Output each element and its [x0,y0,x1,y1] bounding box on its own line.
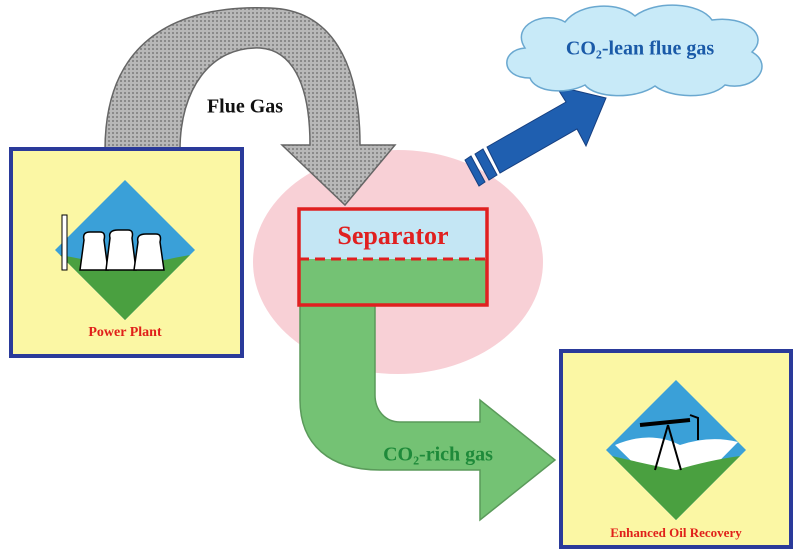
flue-gas-label: Flue Gas [207,96,283,118]
flue-gas-arrow [104,7,397,207]
separator-box [297,207,489,307]
power-plant-icon [55,180,195,320]
eor-icon [606,380,746,520]
separator-label: Separator [337,221,448,250]
rich-gas-label: CO₂-rich gas [383,444,493,466]
eor-label: Enhanced Oil Recovery [610,525,742,540]
lean-gas-cloud [506,4,763,97]
lean-gas-arrow [464,85,607,187]
rich-gas-arrow [299,303,557,522]
power-plant-label: Power Plant [88,325,162,340]
lean-gas-label: CO₂-lean flue gas [566,38,714,60]
